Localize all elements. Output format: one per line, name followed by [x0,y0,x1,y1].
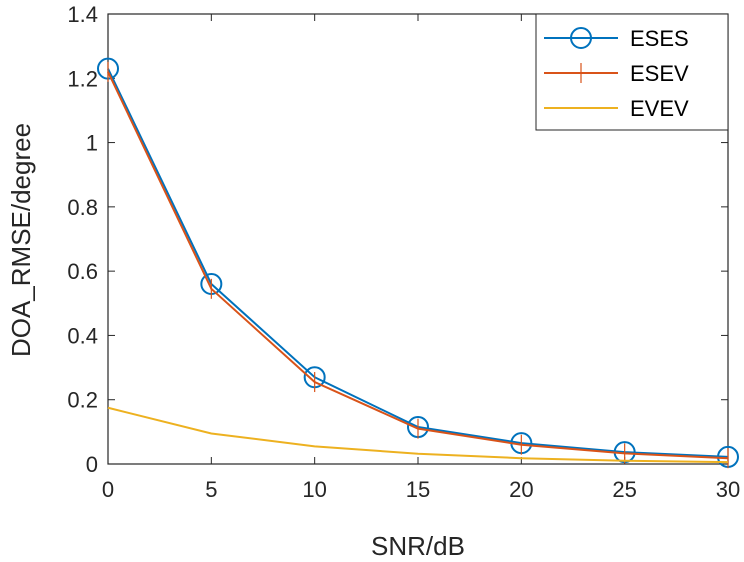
x-tick-label: 30 [716,477,740,502]
legend-label-evev: EVEV [630,96,689,121]
x-tick-label: 15 [406,477,430,502]
x-tick-label: 20 [509,477,533,502]
y-tick-label: 0.8 [67,195,98,220]
x-tick-label: 5 [205,477,217,502]
legend-label-eses: ESES [630,26,689,51]
legend-marker-eses [570,27,592,49]
x-tick-label: 10 [302,477,326,502]
series-line-evev [107,406,729,464]
x-tick-label: 25 [612,477,636,502]
x-tick-label: 0 [102,477,114,502]
x-axis-title: SNR/dB [371,531,465,561]
y-tick-label: 0.2 [67,388,98,413]
y-tick-label: 1 [86,131,98,156]
plot-area: 0 5 10 15 20 25 30 0 0.2 0.4 0.6 0.8 1 1.2 1.4 ESES ESEV… [67,2,740,502]
y-axis-title: DOA_RMSE/degree [6,123,36,357]
y-tick-label: 1.4 [67,2,98,27]
y-tick-label: 0.6 [67,259,98,284]
y-tick-label: 1.2 [67,66,98,91]
y-tick-label: 0 [86,452,98,477]
y-tick-label: 0.4 [67,323,98,348]
legend-label-esev: ESEV [630,61,689,86]
